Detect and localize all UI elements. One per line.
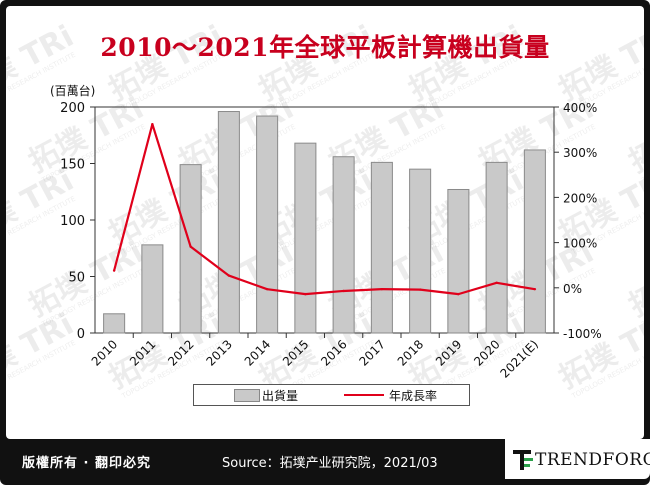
x-tick-label: 2019 [433, 337, 464, 368]
growth-point [304, 292, 307, 296]
bar-shipments [370, 161, 393, 334]
x-tick-label: 2013 [203, 337, 234, 368]
x-tick-label: 2018 [395, 337, 426, 368]
bar-shipments [103, 313, 126, 334]
x-tick-label: 2010 [89, 337, 120, 368]
growth-point [189, 245, 192, 248]
line-growth-rate [113, 123, 536, 296]
x-tick-label: 2015 [280, 337, 311, 368]
y-tick-label: 100 [60, 214, 85, 229]
growth-point [380, 287, 384, 291]
growth-point [533, 287, 537, 291]
x-tick-label: 2017 [356, 337, 387, 368]
legend-bar-swatch [234, 389, 260, 402]
bar-shipments [141, 244, 164, 334]
bar-shipments [409, 168, 432, 334]
y-tick-label: 150 [60, 158, 85, 173]
trendforce-logo-text: TRENDFORCE [535, 450, 650, 470]
x-tick-label: 2011 [127, 337, 158, 368]
x-tick-label: 2016 [318, 337, 349, 368]
legend-label-growth: 年成長率 [389, 389, 438, 403]
bar-shipments [294, 142, 317, 334]
growth-point [457, 292, 460, 296]
bar-shipments [485, 161, 508, 334]
bar-shipments [332, 156, 355, 334]
y2-tick-label: -100% [563, 327, 602, 341]
bar-shipments [447, 188, 470, 334]
bar-shipments [217, 111, 240, 334]
growth-point [342, 289, 345, 293]
growth-point [151, 122, 154, 126]
y2-tick-label: 200% [563, 191, 597, 205]
growth-point [112, 269, 116, 272]
footer: 版權所有 · 翻印必究 Source：拓墣产业研究院，2021/03 TREND… [0, 439, 650, 485]
plot-area-border [94, 106, 555, 334]
trendforce-logo: TRENDFORCE [505, 439, 650, 479]
growth-point [495, 281, 498, 285]
source-text: Source：拓墣产业研究院，2021/03 [222, 456, 438, 471]
legend-label-shipments: 出貨量 [262, 389, 299, 403]
y2-tick-label: 300% [563, 146, 597, 160]
legend: 出貨量 年成長率 [193, 384, 470, 406]
legend-line-swatch [344, 394, 384, 396]
x-tick-label: 2014 [242, 337, 273, 368]
y-tick-label: 50 [68, 271, 85, 286]
growth-point [227, 274, 231, 277]
growth-point [265, 287, 269, 291]
x-tick-label: 2020 [471, 337, 502, 368]
bar-shipments [179, 164, 202, 334]
y-axis-label: (百萬台) [50, 83, 95, 98]
x-tick-label: 2021(E) [498, 337, 541, 380]
y2-tick-label: 400% [563, 101, 597, 115]
bar-shipments [523, 149, 546, 334]
y2-tick-label: 0% [563, 282, 582, 296]
combo-chart: 0 50 100 150 200 (百萬台) -100% 0% 100% 200% 300% 400%… [50, 83, 602, 381]
growth-point [418, 288, 422, 291]
y2-tick-label: 100% [563, 237, 597, 251]
y-tick-label: 0 [77, 327, 85, 342]
copyright-text: 版權所有 · 翻印必究 [22, 456, 151, 471]
x-tick-label: 2012 [165, 337, 196, 368]
y-tick-label: 200 [60, 101, 85, 116]
trendforce-logo-icon [513, 450, 533, 470]
bar-shipments [256, 115, 279, 334]
chart-title: 2010～2021年全球平板計算機出貨量 [100, 33, 550, 62]
